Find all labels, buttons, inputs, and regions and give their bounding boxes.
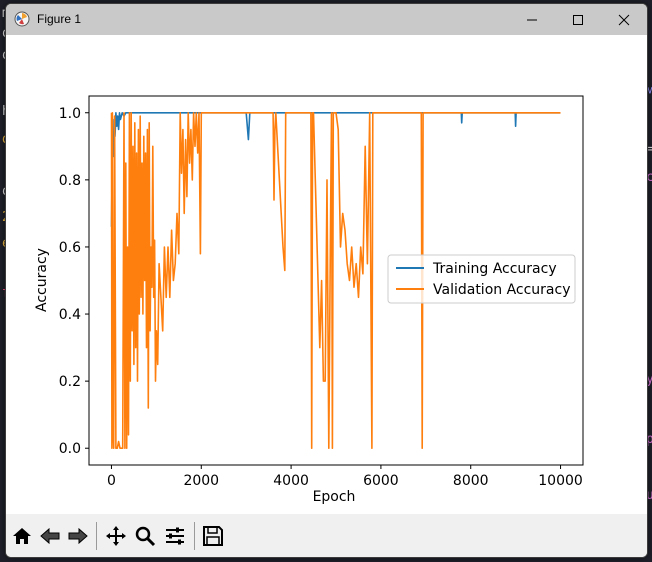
- background-text-fragment: u: [646, 488, 652, 503]
- home-button[interactable]: [9, 523, 35, 549]
- zoom-icon: [135, 526, 156, 547]
- x-tick-label: 6000: [363, 473, 399, 489]
- y-tick-label: 0.8: [59, 173, 81, 189]
- navigation-toolbar: [6, 514, 647, 557]
- plot-canvas[interactable]: 0 2000 4000 6000 8000 10000 0.0 0.2 0.4 0.6 0.8 1.0…: [6, 35, 647, 514]
- title-bar[interactable]: Figure 1: [6, 4, 647, 35]
- y-tick-label: 0.0: [59, 441, 81, 457]
- subplots-button[interactable]: [162, 523, 188, 549]
- y-tick-label: 1.0: [59, 106, 81, 122]
- save-button[interactable]: [200, 523, 226, 549]
- figure-window: Figure 1 0 2000 4000 6000 8000 10000 0.0 0.2 0.4…: [5, 3, 648, 558]
- maximize-button[interactable]: [555, 4, 601, 35]
- background-text-fragment: c: [646, 170, 652, 185]
- y-axis-label: Accuracy: [34, 248, 50, 312]
- x-axis-label: Epoch: [313, 489, 356, 505]
- x-tick-label: 2000: [183, 473, 219, 489]
- accuracy-chart: 0 2000 4000 6000 8000 10000 0.0 0.2 0.4 0.6 0.8 1.0…: [34, 95, 584, 505]
- back-icon: [40, 527, 60, 545]
- window-title: Figure 1: [37, 12, 82, 26]
- axes-frame: [88, 95, 584, 466]
- x-tick-label: 10000: [538, 473, 583, 489]
- y-tick-label: 0.4: [59, 307, 81, 323]
- pan-button[interactable]: [103, 523, 129, 549]
- x-tick-label: 0: [107, 473, 116, 489]
- back-button[interactable]: [37, 523, 63, 549]
- close-button[interactable]: [601, 4, 647, 35]
- legend-label-training: Training Accuracy: [432, 261, 557, 277]
- pan-icon: [106, 526, 126, 546]
- legend: Training Accuracy Validation Accuracy: [387, 254, 576, 304]
- save-icon: [203, 526, 223, 546]
- home-icon: [13, 528, 31, 544]
- validation-accuracy-line: [110, 112, 561, 450]
- background-text-fragment: M: [646, 86, 652, 101]
- forward-button[interactable]: [65, 523, 91, 549]
- background-text-fragment: y: [646, 372, 652, 387]
- legend-label-validation: Validation Accuracy: [433, 282, 571, 298]
- zoom-button[interactable]: [132, 523, 158, 549]
- toolbar-separator: [96, 522, 97, 550]
- subplots-icon: [166, 527, 184, 545]
- background-text-fragment: =: [646, 142, 652, 157]
- matplotlib-app-icon: [14, 11, 30, 27]
- background-text-fragment: p: [646, 432, 652, 447]
- x-tick-label: 4000: [273, 473, 309, 489]
- forward-icon: [68, 527, 88, 545]
- toolbar-separator: [194, 522, 195, 550]
- maximize-icon: [573, 15, 583, 25]
- close-icon: [618, 14, 630, 26]
- minimize-icon: [527, 19, 537, 21]
- legend-box: [387, 254, 576, 304]
- y-tick-label: 0.6: [59, 240, 81, 256]
- x-tick-label: 8000: [453, 473, 489, 489]
- y-tick-label: 0.2: [59, 374, 81, 390]
- minimize-button[interactable]: [509, 4, 555, 35]
